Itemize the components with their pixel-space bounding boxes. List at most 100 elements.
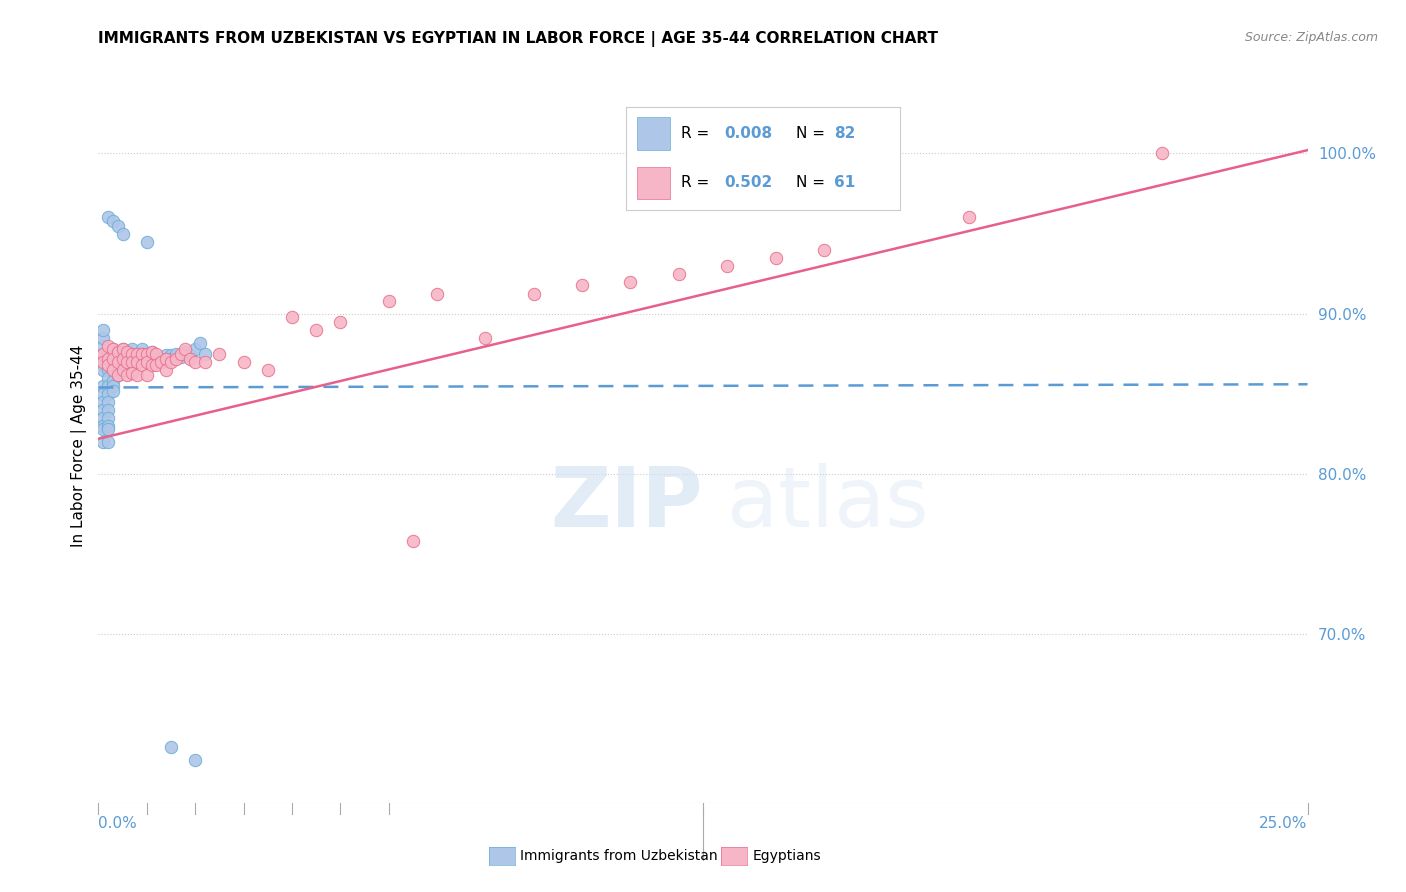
Point <box>111 363 134 377</box>
Point <box>97 355 120 369</box>
Point <box>97 358 120 372</box>
Point <box>145 358 167 372</box>
Point <box>150 355 173 369</box>
Point <box>107 368 129 382</box>
Point <box>131 358 153 372</box>
Point <box>111 342 134 356</box>
Point <box>117 351 139 366</box>
Point <box>135 351 157 366</box>
Point <box>165 351 187 366</box>
Point <box>91 395 114 409</box>
Point <box>155 348 177 362</box>
Point <box>426 287 449 301</box>
Point <box>127 351 149 366</box>
Point <box>107 347 129 361</box>
Point <box>305 323 328 337</box>
Point <box>107 355 129 369</box>
Text: IMMIGRANTS FROM UZBEKISTAN VS EGYPTIAN IN LABOR FORCE | AGE 35-44 CORRELATION CH: IMMIGRANTS FROM UZBEKISTAN VS EGYPTIAN I… <box>98 31 938 47</box>
Point <box>97 387 120 401</box>
Point <box>111 363 134 377</box>
Y-axis label: In Labor Force | Age 35-44: In Labor Force | Age 35-44 <box>72 345 87 547</box>
Point <box>91 387 114 401</box>
Point <box>188 335 211 350</box>
Point <box>402 534 425 549</box>
Point <box>111 342 134 356</box>
Point <box>117 355 139 369</box>
Point <box>135 355 157 369</box>
Point <box>141 358 163 372</box>
Point <box>101 384 124 398</box>
Point <box>281 310 304 324</box>
Point <box>208 347 231 361</box>
Point <box>97 371 120 385</box>
Point <box>91 435 114 450</box>
Point <box>179 348 201 362</box>
Point <box>145 351 167 366</box>
Point <box>165 347 187 361</box>
Point <box>1152 146 1174 161</box>
Point <box>111 347 134 361</box>
Point <box>377 293 399 308</box>
Point <box>571 277 593 292</box>
Point <box>135 347 157 361</box>
Point <box>97 403 120 417</box>
Point <box>135 235 157 249</box>
Point <box>101 351 124 366</box>
Text: 61: 61 <box>834 176 855 191</box>
Point <box>184 752 207 766</box>
Point <box>101 342 124 356</box>
Point <box>127 355 149 369</box>
Point <box>127 347 149 361</box>
Point <box>91 411 114 425</box>
Point <box>97 363 120 377</box>
Point <box>91 339 114 353</box>
Point <box>169 350 191 364</box>
Point <box>101 363 124 377</box>
Point <box>957 211 980 225</box>
Point <box>107 345 129 359</box>
Point <box>101 374 124 388</box>
Point <box>101 355 124 369</box>
Point <box>523 287 546 301</box>
Point <box>145 347 167 361</box>
Point <box>101 379 124 393</box>
Point <box>135 347 157 361</box>
Point <box>668 267 690 281</box>
Text: ZIP: ZIP <box>551 463 703 543</box>
Point <box>117 368 139 382</box>
Text: N =: N = <box>796 176 830 191</box>
Point <box>91 419 114 434</box>
Point <box>111 227 134 241</box>
Point <box>127 347 149 361</box>
Point <box>145 355 167 369</box>
Point <box>256 363 278 377</box>
Point <box>91 422 114 436</box>
Point <box>97 422 120 436</box>
Point <box>91 355 114 369</box>
Point <box>127 368 149 382</box>
Point <box>107 358 129 372</box>
Point <box>174 342 197 356</box>
Point <box>716 259 738 273</box>
Point <box>194 355 217 369</box>
Point <box>121 366 143 380</box>
Point <box>121 347 143 361</box>
Point <box>174 345 197 359</box>
Point <box>91 323 114 337</box>
Point <box>97 395 120 409</box>
Text: R =: R = <box>681 176 714 191</box>
Point <box>121 347 143 361</box>
Text: 0.502: 0.502 <box>724 176 773 191</box>
Point <box>127 355 149 369</box>
Text: Source: ZipAtlas.com: Source: ZipAtlas.com <box>1244 31 1378 45</box>
Point <box>474 331 496 345</box>
Point <box>619 275 641 289</box>
Bar <box>637 118 669 150</box>
Text: N =: N = <box>796 126 830 141</box>
Point <box>150 351 173 366</box>
Point <box>121 342 143 356</box>
Point <box>121 355 143 369</box>
Point <box>91 347 114 361</box>
Point <box>107 219 129 233</box>
Point <box>141 350 163 364</box>
